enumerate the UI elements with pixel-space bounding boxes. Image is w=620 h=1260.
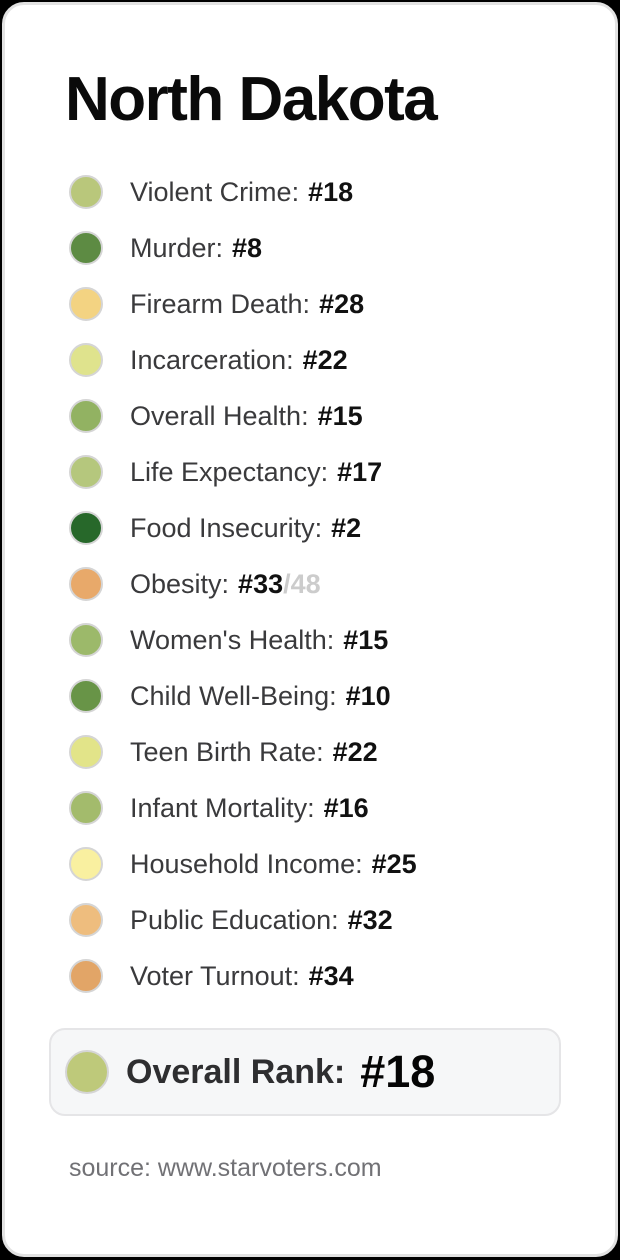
metric-row-voter-turnout: Voter Turnout: #34 bbox=[69, 948, 417, 1004]
metric-label: Infant Mortality: bbox=[130, 792, 315, 823]
metric-row-household-income: Household Income: #25 bbox=[69, 836, 417, 892]
rank-color-dot bbox=[69, 567, 103, 601]
metric-label: Teen Birth Rate: bbox=[130, 736, 324, 767]
rank-color-dot bbox=[69, 287, 103, 321]
metric-rank: #16 bbox=[323, 792, 369, 823]
metric-row-food-insecurity: Food Insecurity: #2 bbox=[69, 500, 417, 556]
metric-rank: #22 bbox=[332, 736, 378, 767]
metric-row-teen-birth-rate: Teen Birth Rate: #22 bbox=[69, 724, 417, 780]
metric-row-infant-mortality: Infant Mortality: #16 bbox=[69, 780, 417, 836]
rank-color-dot bbox=[69, 511, 103, 545]
rank-color-dot bbox=[69, 455, 103, 489]
overall-rank-color-dot bbox=[65, 1050, 109, 1094]
metric-rank: #28 bbox=[319, 288, 365, 319]
metric-row-firearm-death: Firearm Death: #28 bbox=[69, 276, 417, 332]
rank-color-dot bbox=[69, 903, 103, 937]
rank-color-dot bbox=[69, 343, 103, 377]
metric-rank: #17 bbox=[337, 456, 383, 487]
metric-label: Women's Health: bbox=[130, 624, 335, 655]
metric-row-incarceration: Incarceration: #22 bbox=[69, 332, 417, 388]
metric-row-murder: Murder: #8 bbox=[69, 220, 417, 276]
metric-label: Overall Health: bbox=[130, 400, 309, 431]
metric-label: Voter Turnout: bbox=[130, 960, 300, 991]
metrics-list: Violent Crime: #18 Murder: #8 Firearm De… bbox=[69, 164, 417, 1004]
rank-color-dot bbox=[69, 847, 103, 881]
rank-color-dot bbox=[69, 791, 103, 825]
metric-row-public-education: Public Education: #32 bbox=[69, 892, 417, 948]
rank-color-dot bbox=[69, 399, 103, 433]
rank-color-dot bbox=[69, 735, 103, 769]
metric-rank: #8 bbox=[232, 232, 263, 263]
overall-rank-value: #18 bbox=[360, 1046, 436, 1097]
metric-row-obesity: Obesity: #33/48 bbox=[69, 556, 417, 612]
page-title: North Dakota bbox=[65, 65, 438, 134]
metric-row-life-expectancy: Life Expectancy: #17 bbox=[69, 444, 417, 500]
metric-row-violent-crime: Violent Crime: #18 bbox=[69, 164, 417, 220]
metric-label: Incarceration: bbox=[130, 344, 294, 375]
metric-rank: #32 bbox=[347, 904, 393, 935]
metric-rank: #25 bbox=[371, 848, 417, 879]
metric-rank: #15 bbox=[317, 400, 363, 431]
metric-label: Child Well-Being: bbox=[130, 680, 337, 711]
metric-label: Life Expectancy: bbox=[130, 456, 329, 487]
rank-color-dot bbox=[69, 959, 103, 993]
source-credit: source: www.starvoters.com bbox=[69, 1154, 382, 1182]
overall-rank-label: Overall Rank: bbox=[126, 1052, 346, 1091]
metric-row-womens-health: Women's Health: #15 bbox=[69, 612, 417, 668]
metric-label: Firearm Death: bbox=[130, 288, 311, 319]
metric-label: Public Education: bbox=[130, 904, 339, 935]
metric-rank: #15 bbox=[343, 624, 389, 655]
metric-rank: #18 bbox=[308, 176, 354, 207]
metric-label: Household Income: bbox=[130, 848, 363, 879]
metric-rank: #10 bbox=[345, 680, 391, 711]
metric-label: Murder: bbox=[130, 232, 224, 263]
rank-color-dot bbox=[69, 679, 103, 713]
metric-label: Obesity: bbox=[130, 568, 230, 599]
rank-color-dot bbox=[69, 175, 103, 209]
metric-label: Violent Crime: bbox=[130, 176, 300, 207]
metric-rank: #34 bbox=[308, 960, 354, 991]
metric-row-overall-health: Overall Health: #15 bbox=[69, 388, 417, 444]
metric-rank: #22 bbox=[302, 344, 348, 375]
rank-color-dot bbox=[69, 231, 103, 265]
metric-row-child-well-being: Child Well-Being: #10 bbox=[69, 668, 417, 724]
metric-rank-denominator: /48 bbox=[283, 568, 321, 599]
metric-label: Food Insecurity: bbox=[130, 512, 323, 543]
metric-rank: #33 bbox=[238, 568, 284, 599]
rank-color-dot bbox=[69, 623, 103, 657]
overall-rank-box: Overall Rank: #18 bbox=[49, 1028, 561, 1116]
metric-rank: #2 bbox=[331, 512, 362, 543]
